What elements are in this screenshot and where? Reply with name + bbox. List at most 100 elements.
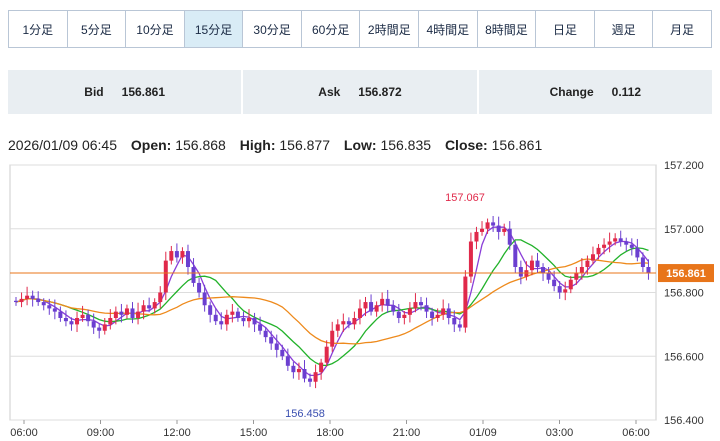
- candle-body: [197, 282, 202, 293]
- tab-3[interactable]: 15分足: [184, 11, 244, 47]
- candle-body: [396, 311, 401, 318]
- candle-body: [369, 302, 374, 312]
- current-price-tag: [658, 264, 714, 283]
- candle-body: [352, 318, 357, 325]
- candle-body: [235, 311, 240, 318]
- candles: [14, 216, 651, 389]
- candle-body: [635, 247, 640, 258]
- candle-body: [136, 311, 141, 318]
- candle-body: [130, 308, 135, 318]
- price-chart[interactable]: 157.200 157.000 156.800 156.600 156.400 06:0…: [0, 155, 720, 441]
- candle-body: [124, 308, 129, 315]
- candle-body: [36, 298, 41, 303]
- x-tick-label: 12:00: [163, 427, 191, 439]
- candle-body: [191, 267, 196, 283]
- tab-9[interactable]: 日足: [536, 11, 595, 47]
- candle-body: [302, 369, 307, 379]
- bid-value: 156.861: [121, 85, 166, 99]
- candle-body: [457, 324, 462, 328]
- candle-body: [529, 260, 534, 271]
- high-value: 156.877: [279, 137, 330, 153]
- x-tick-label: 01/09: [469, 427, 497, 439]
- tab-4[interactable]: 30分足: [243, 11, 302, 47]
- candle-body: [613, 238, 618, 242]
- candle-body: [557, 286, 562, 293]
- candle-body: [579, 267, 584, 274]
- candle-body: [507, 228, 512, 245]
- change-value: 0.112: [611, 85, 642, 99]
- candle-body: [224, 314, 229, 325]
- candle-body: [147, 305, 152, 309]
- y-tick-label: 156.800: [664, 288, 704, 300]
- candle-body: [14, 300, 18, 303]
- tab-0[interactable]: 1分足: [9, 11, 68, 47]
- candle-body: [518, 267, 523, 277]
- change-label: Change: [549, 85, 594, 99]
- candle-body: [285, 356, 290, 366]
- candle-body: [380, 298, 385, 306]
- ask-label: Ask: [318, 85, 341, 99]
- candle-body: [169, 251, 174, 261]
- tab-8[interactable]: 8時間足: [477, 11, 537, 47]
- candle-body: [280, 349, 285, 357]
- candle-body: [213, 314, 218, 322]
- tab-1[interactable]: 5分足: [67, 11, 127, 47]
- ask-value: 156.872: [358, 85, 402, 99]
- y-tick-label: 156.400: [664, 415, 704, 427]
- candle-body: [91, 321, 96, 328]
- candle-body: [241, 318, 246, 322]
- close-value: 156.861: [491, 137, 543, 153]
- candle-body: [185, 251, 190, 267]
- x-tick-label: 21:00: [393, 427, 421, 439]
- open-value: 156.868: [175, 137, 226, 153]
- candle-body: [585, 260, 590, 267]
- candle-body: [446, 308, 451, 318]
- open-label: Open:: [130, 137, 172, 153]
- candle-body: [552, 279, 557, 287]
- y-tick-label: 157.000: [664, 224, 704, 236]
- candle-body: [274, 343, 279, 350]
- candle-body: [252, 318, 257, 325]
- high-label: High:: [239, 137, 276, 153]
- candle-body: [363, 302, 368, 309]
- tab-2[interactable]: 10分足: [126, 11, 185, 47]
- change-box: Change 0.112: [478, 70, 712, 114]
- candle-body: [163, 260, 168, 293]
- candle-body: [258, 324, 263, 331]
- candle-body: [152, 302, 157, 309]
- candle-body: [25, 295, 30, 299]
- candle-body: [391, 305, 396, 312]
- candle-body: [80, 314, 85, 318]
- candle-body: [485, 222, 490, 229]
- candle-body: [357, 308, 362, 318]
- candle-body: [158, 292, 163, 303]
- candle-body: [629, 244, 634, 248]
- candle-body: [119, 311, 124, 315]
- candle-body: [247, 318, 252, 322]
- high-annotation: 157.067: [445, 192, 485, 204]
- candle-body: [319, 362, 324, 373]
- x-tick-label: 09:00: [87, 427, 115, 439]
- candle-body: [646, 267, 651, 274]
- candle-body: [52, 308, 57, 312]
- tab-10[interactable]: 週足: [594, 11, 654, 47]
- candle-body: [75, 318, 80, 325]
- tab-11[interactable]: 月足: [653, 11, 711, 47]
- candle-body: [202, 292, 207, 306]
- candle-body: [640, 257, 645, 267]
- candle-body: [602, 244, 607, 248]
- candle-body: [174, 251, 179, 258]
- candle-body: [141, 305, 146, 312]
- tab-7[interactable]: 4時間足: [419, 11, 478, 47]
- x-tick-label: 03:00: [546, 427, 574, 439]
- candle-body: [418, 302, 423, 306]
- candle-body: [407, 308, 412, 315]
- candle-body: [346, 321, 351, 325]
- candle-body: [86, 314, 91, 322]
- tab-5[interactable]: 60分足: [301, 11, 361, 47]
- candle-body: [47, 305, 52, 309]
- candle-body: [291, 365, 296, 373]
- candle-body: [208, 305, 213, 315]
- tab-6[interactable]: 2時間足: [360, 11, 420, 47]
- candle-body: [97, 327, 102, 331]
